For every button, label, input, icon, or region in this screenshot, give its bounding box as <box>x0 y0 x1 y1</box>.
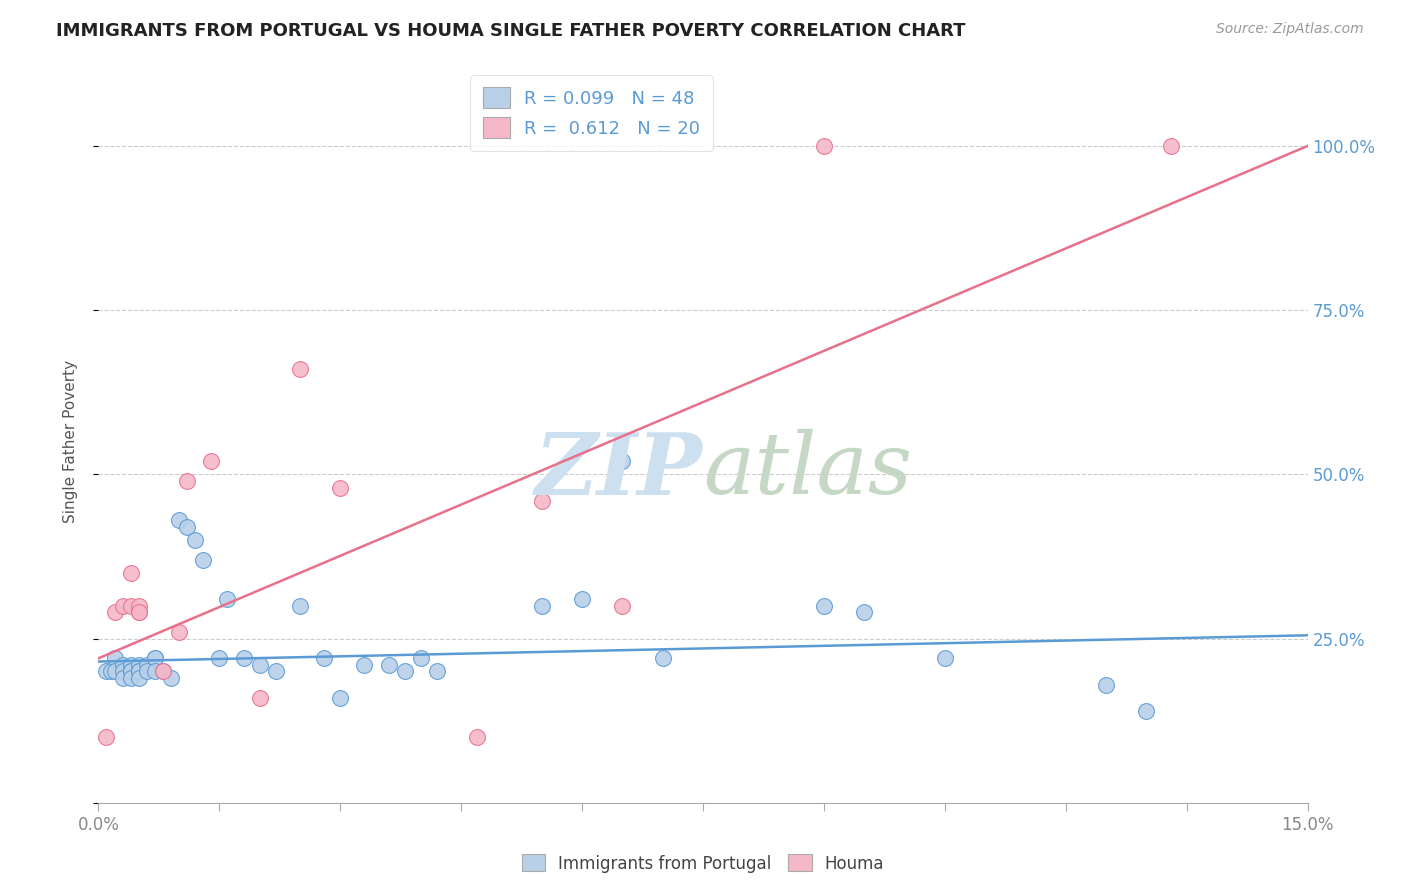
Point <box>135 665 157 679</box>
Point <box>612 454 634 468</box>
Point <box>288 362 311 376</box>
Point <box>111 665 134 679</box>
Point <box>377 657 399 672</box>
Point <box>288 599 311 613</box>
Point <box>176 520 198 534</box>
Point <box>530 599 553 613</box>
Point <box>1135 704 1157 718</box>
Point <box>200 454 222 468</box>
Text: atlas: atlas <box>703 429 912 512</box>
Point <box>111 671 134 685</box>
Y-axis label: Single Father Poverty: Single Father Poverty <box>63 360 77 523</box>
Point <box>329 481 352 495</box>
Point <box>249 657 271 672</box>
Point <box>120 657 142 672</box>
Point <box>530 493 553 508</box>
Point <box>103 665 125 679</box>
Point <box>120 671 142 685</box>
Point <box>813 139 835 153</box>
Point <box>329 690 352 705</box>
Point <box>1160 139 1182 153</box>
Text: IMMIGRANTS FROM PORTUGAL VS HOUMA SINGLE FATHER POVERTY CORRELATION CHART: IMMIGRANTS FROM PORTUGAL VS HOUMA SINGLE… <box>56 22 966 40</box>
Point <box>167 513 190 527</box>
Point <box>120 665 142 679</box>
Point <box>353 657 375 672</box>
Point <box>103 605 125 619</box>
Point <box>143 651 166 665</box>
Point <box>128 599 150 613</box>
Point <box>120 665 142 679</box>
Point <box>128 671 150 685</box>
Point <box>128 665 150 679</box>
Point <box>176 474 198 488</box>
Point <box>111 599 134 613</box>
Text: Source: ZipAtlas.com: Source: ZipAtlas.com <box>1216 22 1364 37</box>
Legend: R = 0.099   N = 48, R =  0.612   N = 20: R = 0.099 N = 48, R = 0.612 N = 20 <box>470 75 713 151</box>
Point <box>184 533 207 547</box>
Point <box>103 651 125 665</box>
Point <box>96 730 118 744</box>
Point <box>143 665 166 679</box>
Point <box>100 665 122 679</box>
Text: ZIP: ZIP <box>536 429 703 512</box>
Point <box>152 665 174 679</box>
Point <box>409 651 432 665</box>
Point <box>426 665 449 679</box>
Point <box>465 730 488 744</box>
Point <box>1095 677 1118 691</box>
Point <box>128 605 150 619</box>
Point <box>193 553 215 567</box>
Point <box>249 690 271 705</box>
Point <box>120 599 142 613</box>
Point <box>934 651 956 665</box>
Point <box>128 605 150 619</box>
Point <box>314 651 336 665</box>
Point <box>111 657 134 672</box>
Point <box>853 605 876 619</box>
Point <box>120 566 142 580</box>
Point <box>160 671 183 685</box>
Point <box>152 665 174 679</box>
Point <box>217 592 239 607</box>
Point <box>612 599 634 613</box>
Point <box>394 665 416 679</box>
Point <box>167 625 190 640</box>
Point <box>208 651 231 665</box>
Point <box>143 651 166 665</box>
Point <box>813 599 835 613</box>
Point <box>571 592 593 607</box>
Point <box>96 665 118 679</box>
Point <box>128 657 150 672</box>
Point <box>135 657 157 672</box>
Point <box>128 665 150 679</box>
Legend: Immigrants from Portugal, Houma: Immigrants from Portugal, Houma <box>515 847 891 880</box>
Point <box>232 651 254 665</box>
Point <box>264 665 287 679</box>
Point <box>651 651 673 665</box>
